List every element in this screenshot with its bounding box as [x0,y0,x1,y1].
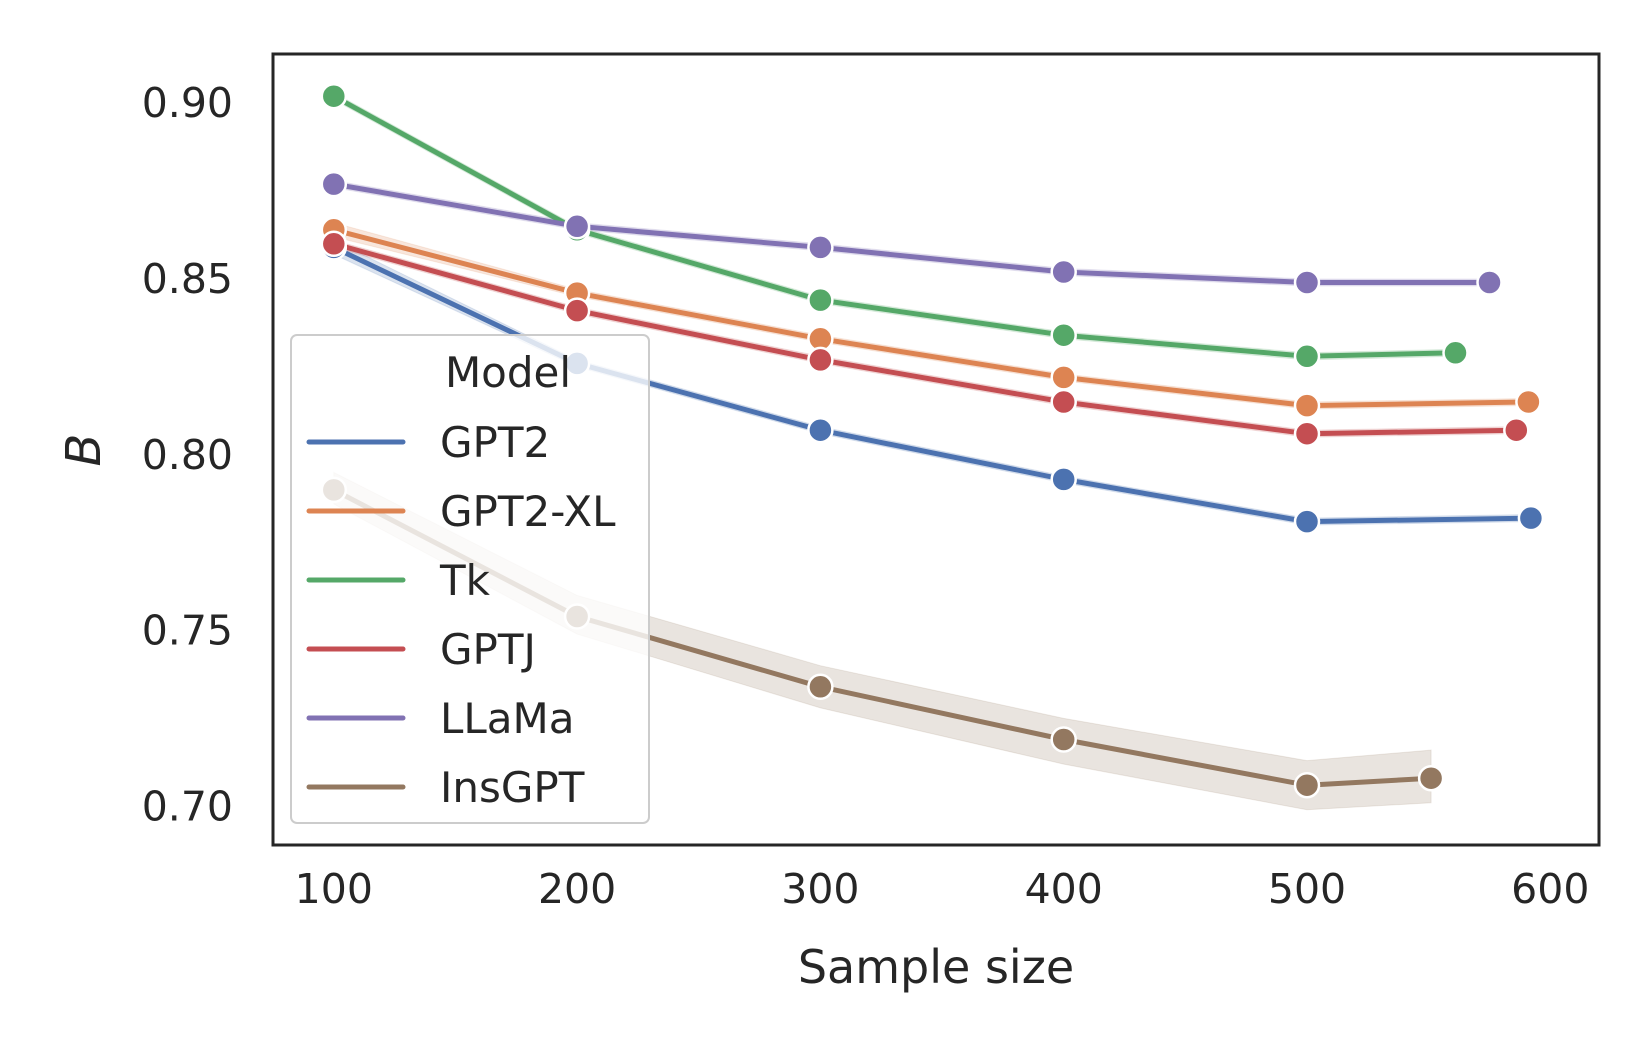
y-tick-label: 0.90 [142,79,233,127]
tk-confidence-band [333,91,1456,361]
insgpt-point [807,673,834,701]
tk-point [320,82,348,110]
legend-label-tk: Tk [439,556,491,605]
tk-point [1442,339,1469,367]
insgpt-point [1417,764,1445,792]
gptj-point [320,230,348,258]
llama-point [1293,269,1321,296]
insgpt-point [1050,726,1077,753]
llama-point [320,170,348,198]
plot-frame [271,52,1601,847]
tk-point [1293,343,1321,370]
legend-label-gpt2: GPT2 [440,418,550,467]
llama-point [807,234,834,261]
legend-label-insgpt: InsGPT [440,763,585,812]
gptj-line [331,241,1519,437]
x-tick-label: 200 [538,865,616,913]
y-tick-label: 0.70 [142,782,233,830]
gptj-point [563,297,591,324]
gpt2-xl-line [331,227,1531,409]
gpt2-point [807,416,834,444]
gpt2-point [1517,504,1545,532]
legend-label-gpt2-xl: GPT2-XL [440,487,616,536]
x-tick-label: 600 [1511,865,1589,913]
x-axis-label: Sample size [798,940,1074,994]
llama-point [1476,269,1503,296]
tk-point [807,286,834,314]
legend-box [290,334,650,824]
legend-items: GPT2 GPT2-XL Tk GPTJ LLaMa InsGPT [306,418,616,812]
gpt2-xl-point [1293,392,1321,419]
legend-title: Model [445,348,571,397]
tk-point [1050,321,1077,349]
llama-line [331,181,1492,285]
legend-label-gptj: GPTJ [440,625,536,674]
llama-point [1050,258,1077,286]
legend: Model GPT2 GPT2-XL Tk GPTJ LLaMa InsGPT [290,334,650,824]
y-tick-label: 0.75 [142,607,233,655]
x-axis-ticks: 100 200 300 400 500 600 [295,865,1590,913]
y-axis-ticks: 0.70 0.75 0.80 0.85 0.90 [142,79,233,830]
x-tick-label: 100 [295,865,373,913]
gpt2-point [1050,466,1077,493]
gptj-point [1293,420,1321,447]
x-tick-label: 300 [781,865,859,913]
gptj-point [807,346,834,374]
llama-point [563,213,591,240]
insgpt-point [1293,771,1321,799]
gpt2-xl-point [1050,364,1077,391]
gptj-point [1503,416,1530,444]
tk-line [331,93,1458,359]
gpt2-xl-point [1515,388,1542,416]
legend-label-llama: LLaMa [440,694,575,743]
y-tick-label: 0.80 [142,431,233,479]
x-tick-label: 500 [1268,865,1346,913]
x-tick-label: 400 [1025,865,1103,913]
gptj-point [1050,388,1077,416]
y-axis-label: B [56,434,112,467]
y-tick-label: 0.85 [142,255,233,303]
gpt2-point [1293,508,1321,535]
